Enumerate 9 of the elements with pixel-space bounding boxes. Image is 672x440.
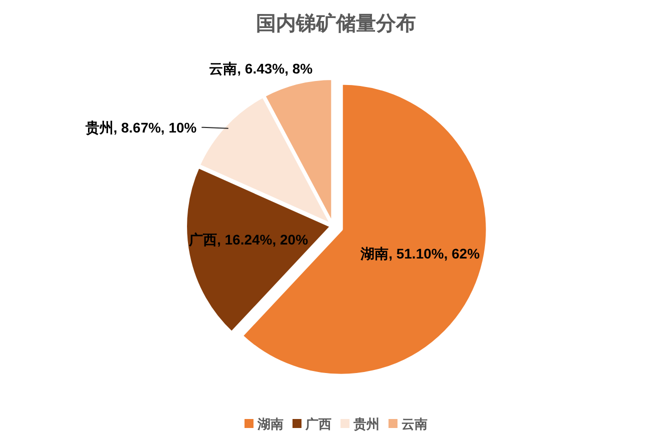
- data-label: 湖南, 51.10%, 62%: [360, 245, 480, 262]
- data-label: 广西, 16.24%, 20%: [188, 231, 309, 248]
- data-label: 贵州, 8.67%, 10%: [84, 119, 198, 136]
- legend-label: 湖南: [256, 416, 284, 432]
- legend-label: 云南: [402, 416, 428, 432]
- data-label: 云南, 6.43%, 8%: [209, 60, 314, 77]
- chart-title: 国内锑矿储量分布: [256, 11, 416, 35]
- legend-label: 广西: [304, 416, 332, 432]
- legend-label: 贵州: [352, 416, 380, 432]
